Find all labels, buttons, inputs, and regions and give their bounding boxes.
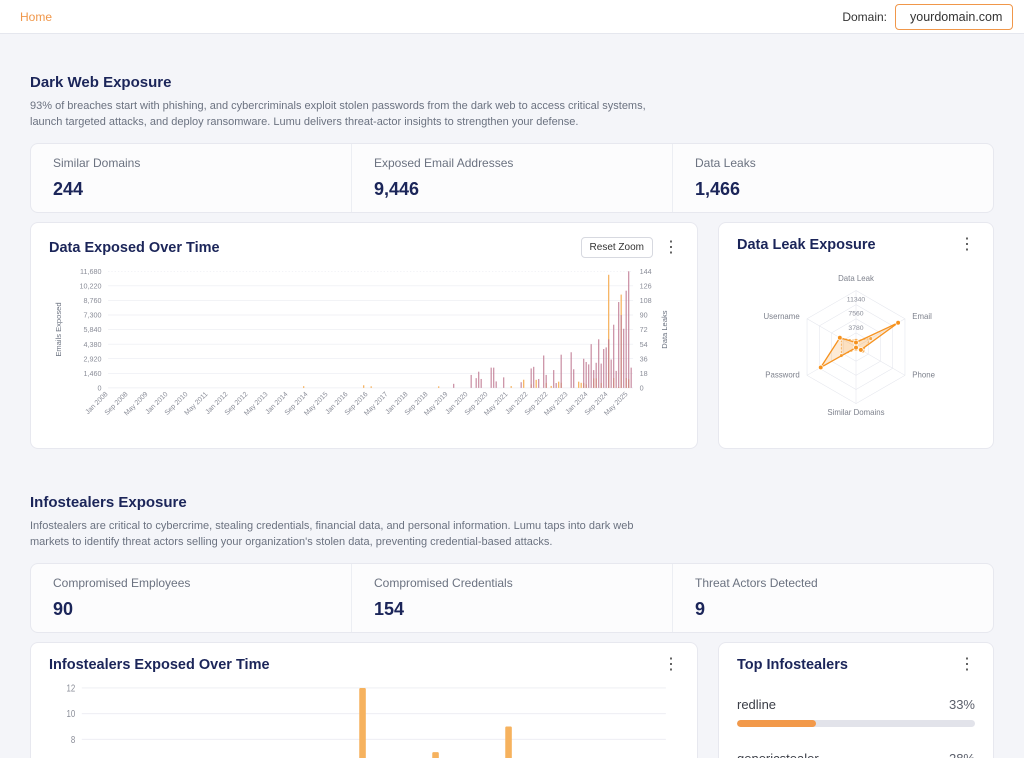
svg-text:Emails Exposed: Emails Exposed	[54, 302, 63, 356]
svg-text:36: 36	[640, 354, 648, 363]
svg-text:Data Leaks: Data Leaks	[660, 310, 669, 348]
svg-text:0: 0	[97, 384, 101, 393]
svg-text:12: 12	[66, 682, 75, 693]
svg-text:Similar Domains: Similar Domains	[827, 408, 884, 417]
svg-text:7560: 7560	[848, 311, 863, 318]
svg-text:Phone: Phone	[912, 370, 935, 379]
svg-text:Data Leak: Data Leak	[838, 274, 874, 283]
svg-text:2,920: 2,920	[83, 354, 101, 363]
svg-text:1,460: 1,460	[83, 369, 101, 378]
svg-text:0: 0	[640, 384, 644, 393]
svg-text:Username: Username	[764, 312, 801, 321]
svg-text:108: 108	[640, 296, 652, 305]
svg-text:4,380: 4,380	[83, 340, 101, 349]
svg-text:5,840: 5,840	[83, 325, 101, 334]
svg-text:11,680: 11,680	[80, 267, 102, 276]
svg-text:7,300: 7,300	[83, 311, 101, 320]
svg-text:72: 72	[640, 325, 648, 334]
svg-text:54: 54	[640, 340, 648, 349]
svg-text:18: 18	[640, 369, 648, 378]
svg-text:8: 8	[71, 734, 75, 745]
svg-text:8,760: 8,760	[83, 296, 101, 305]
svg-text:144: 144	[640, 267, 652, 276]
svg-text:90: 90	[640, 311, 648, 320]
svg-text:3780: 3780	[848, 325, 863, 332]
svg-text:Password: Password	[765, 370, 799, 379]
svg-text:10: 10	[66, 708, 75, 719]
svg-text:10,220: 10,220	[79, 281, 101, 290]
svg-text:126: 126	[640, 281, 652, 290]
svg-text:11340: 11340	[847, 297, 866, 304]
svg-text:Email: Email	[912, 312, 932, 321]
